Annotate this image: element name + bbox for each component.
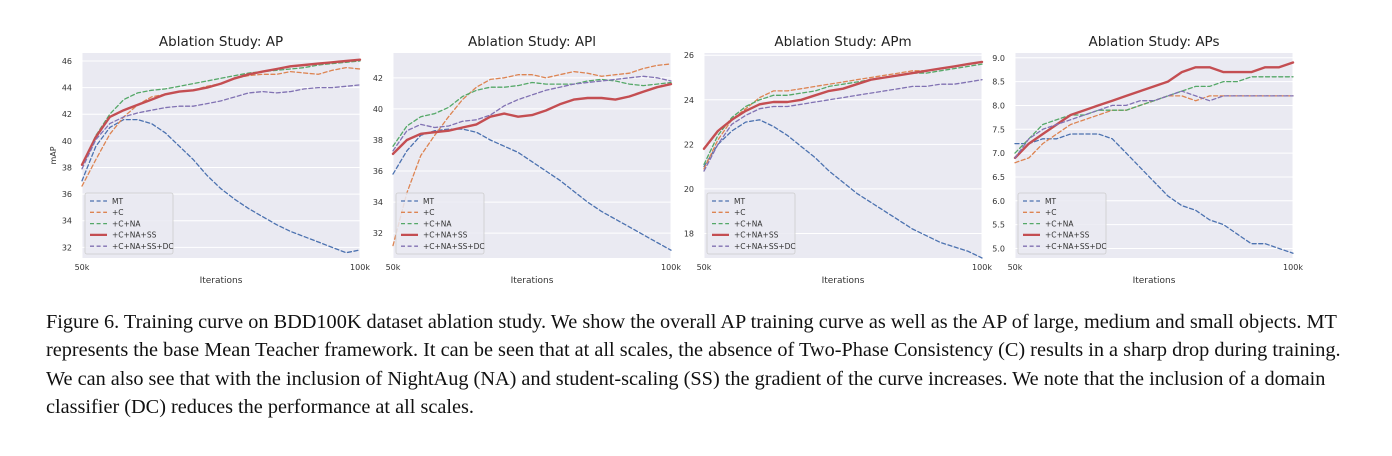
legend-label: +C xyxy=(112,208,124,217)
x-axis-label: Iterations xyxy=(1133,276,1176,286)
y-tick-label: 9.0 xyxy=(992,54,1005,63)
legend-box xyxy=(84,192,174,255)
x-tick-label: 50k xyxy=(697,263,712,272)
series-line-plus-Cplus-NAplus-SSplus-DC xyxy=(703,79,983,172)
series-line-MT xyxy=(703,119,983,259)
chart-title: Ablation Study: APs xyxy=(1089,34,1220,50)
legend-box xyxy=(706,192,796,255)
legend-label: +C+NA xyxy=(734,219,763,228)
y-tick-label: 40 xyxy=(373,105,383,114)
series-line-plus-Cplus-NAplus-SSplus-DC xyxy=(1014,90,1294,159)
chart-panel-4: 5.0 5.5 6.0 6.5 7.0 7.5 8.0 8.5 9.0 50k 100k Ablati… xyxy=(992,34,1303,286)
series-line-plus-Cplus-NAplus-SS xyxy=(391,82,673,156)
series-line-plus-Cplus-NAplus-SS xyxy=(702,60,984,151)
y-tick-label: 8.5 xyxy=(992,78,1005,87)
legend-label: +C xyxy=(423,208,435,217)
y-tick-label: 42 xyxy=(62,110,72,119)
y-tick-label: 36 xyxy=(373,167,383,176)
series-line-MT xyxy=(1014,133,1294,254)
y-tick-label: 36 xyxy=(62,190,72,199)
y-tick-label: 38 xyxy=(373,136,383,145)
y-tick-label: 6.5 xyxy=(992,173,1005,182)
x-tick-label: 50k xyxy=(1008,263,1023,272)
legend-label: +C+NA+SS xyxy=(734,231,779,240)
series-line-plus-Cplus-NA xyxy=(703,63,983,166)
series-line-plus-Cplus-NAplus-SSplus-DC xyxy=(81,84,361,170)
series-line-plus-Cplus-NA xyxy=(392,78,672,147)
y-tick-label: 38 xyxy=(62,163,72,172)
y-tick-label: 6.0 xyxy=(992,197,1005,206)
y-tick-label: 7.0 xyxy=(992,149,1005,158)
y-tick-label: 34 xyxy=(373,198,383,207)
legend-label: +C+NA xyxy=(112,219,141,228)
legend-label: MT xyxy=(734,197,745,206)
legend-box xyxy=(395,192,485,255)
legend-box xyxy=(1017,192,1107,255)
legend-label: +C xyxy=(1045,208,1057,217)
series-line-plus-Cplus-NAplus-SS xyxy=(80,58,362,167)
y-axis-label: mAP xyxy=(49,146,58,164)
x-axis-label: Iterations xyxy=(822,276,865,286)
series-line-plus-Cplus-NA xyxy=(81,60,361,166)
chart-title: Ablation Study: APl xyxy=(468,34,596,50)
chart-panel-2: 32 34 36 38 40 42 50k 100k Ablation Study: APl It… xyxy=(373,34,682,286)
legend-label: +C+NA+SS xyxy=(423,231,468,240)
x-axis-label: Iterations xyxy=(200,276,243,286)
x-axis-label: Iterations xyxy=(511,276,554,286)
y-tick-label: 7.5 xyxy=(992,125,1005,134)
legend-label: +C+NA xyxy=(1045,219,1074,228)
x-tick-label: 100k xyxy=(972,263,992,272)
legend-label: +C+NA+SS+DC xyxy=(1045,242,1107,251)
series-line-plus-C xyxy=(392,63,672,247)
legend-label: MT xyxy=(112,197,123,206)
series-line-plus-Cplus-NAplus-SSplus-DC xyxy=(392,75,672,152)
y-tick-label: 44 xyxy=(62,84,72,93)
legend-label: +C+NA+SS+DC xyxy=(734,242,796,251)
x-tick-label: 100k xyxy=(350,263,370,272)
y-tick-label: 24 xyxy=(684,96,694,105)
legend-label: MT xyxy=(1045,197,1056,206)
legend-label: +C+NA+SS+DC xyxy=(423,242,485,251)
x-tick-label: 50k xyxy=(75,263,90,272)
y-tick-label: 5.0 xyxy=(992,244,1005,253)
y-tick-label: 26 xyxy=(684,51,694,60)
y-tick-label: 32 xyxy=(373,229,383,238)
x-tick-label: 100k xyxy=(1283,263,1303,272)
ablation-charts-figure: 32 34 36 38 40 42 44 46 50k 100k Ablation Study: A… xyxy=(49,34,1303,286)
x-tick-label: 50k xyxy=(386,263,401,272)
series-line-plus-Cplus-NAplus-SS xyxy=(1013,61,1295,160)
chart-panel-1: 32 34 36 38 40 42 44 46 50k 100k Ablation Study: A… xyxy=(49,34,370,286)
legend-label: +C+NA+SS xyxy=(1045,231,1090,240)
x-tick-label: 100k xyxy=(661,263,681,272)
legend-label: +C+NA+SS xyxy=(112,231,157,240)
y-tick-label: 18 xyxy=(684,229,694,238)
chart-title: Ablation Study: AP xyxy=(159,34,283,50)
chart-title: Ablation Study: APm xyxy=(774,34,911,50)
y-tick-label: 8.0 xyxy=(992,101,1005,110)
y-tick-label: 46 xyxy=(62,57,72,66)
y-tick-label: 42 xyxy=(373,74,383,83)
y-tick-label: 40 xyxy=(62,137,72,146)
y-tick-label: 32 xyxy=(62,243,72,252)
y-tick-label: 22 xyxy=(684,140,694,149)
legend-label: +C xyxy=(734,208,746,217)
figure-caption: Figure 6. Training curve on BDD100K data… xyxy=(46,311,1341,418)
y-tick-label: 20 xyxy=(684,185,694,194)
chart-panel-3: 18 20 22 24 26 50k 100k Ablation Study: APm Iter… xyxy=(684,34,993,286)
y-tick-label: 34 xyxy=(62,217,72,226)
legend-label: MT xyxy=(423,197,434,206)
y-tick-label: 5.5 xyxy=(992,221,1005,230)
legend-label: +C+NA+SS+DC xyxy=(112,242,174,251)
legend-label: +C+NA xyxy=(423,219,452,228)
series-line-MT xyxy=(81,118,361,254)
